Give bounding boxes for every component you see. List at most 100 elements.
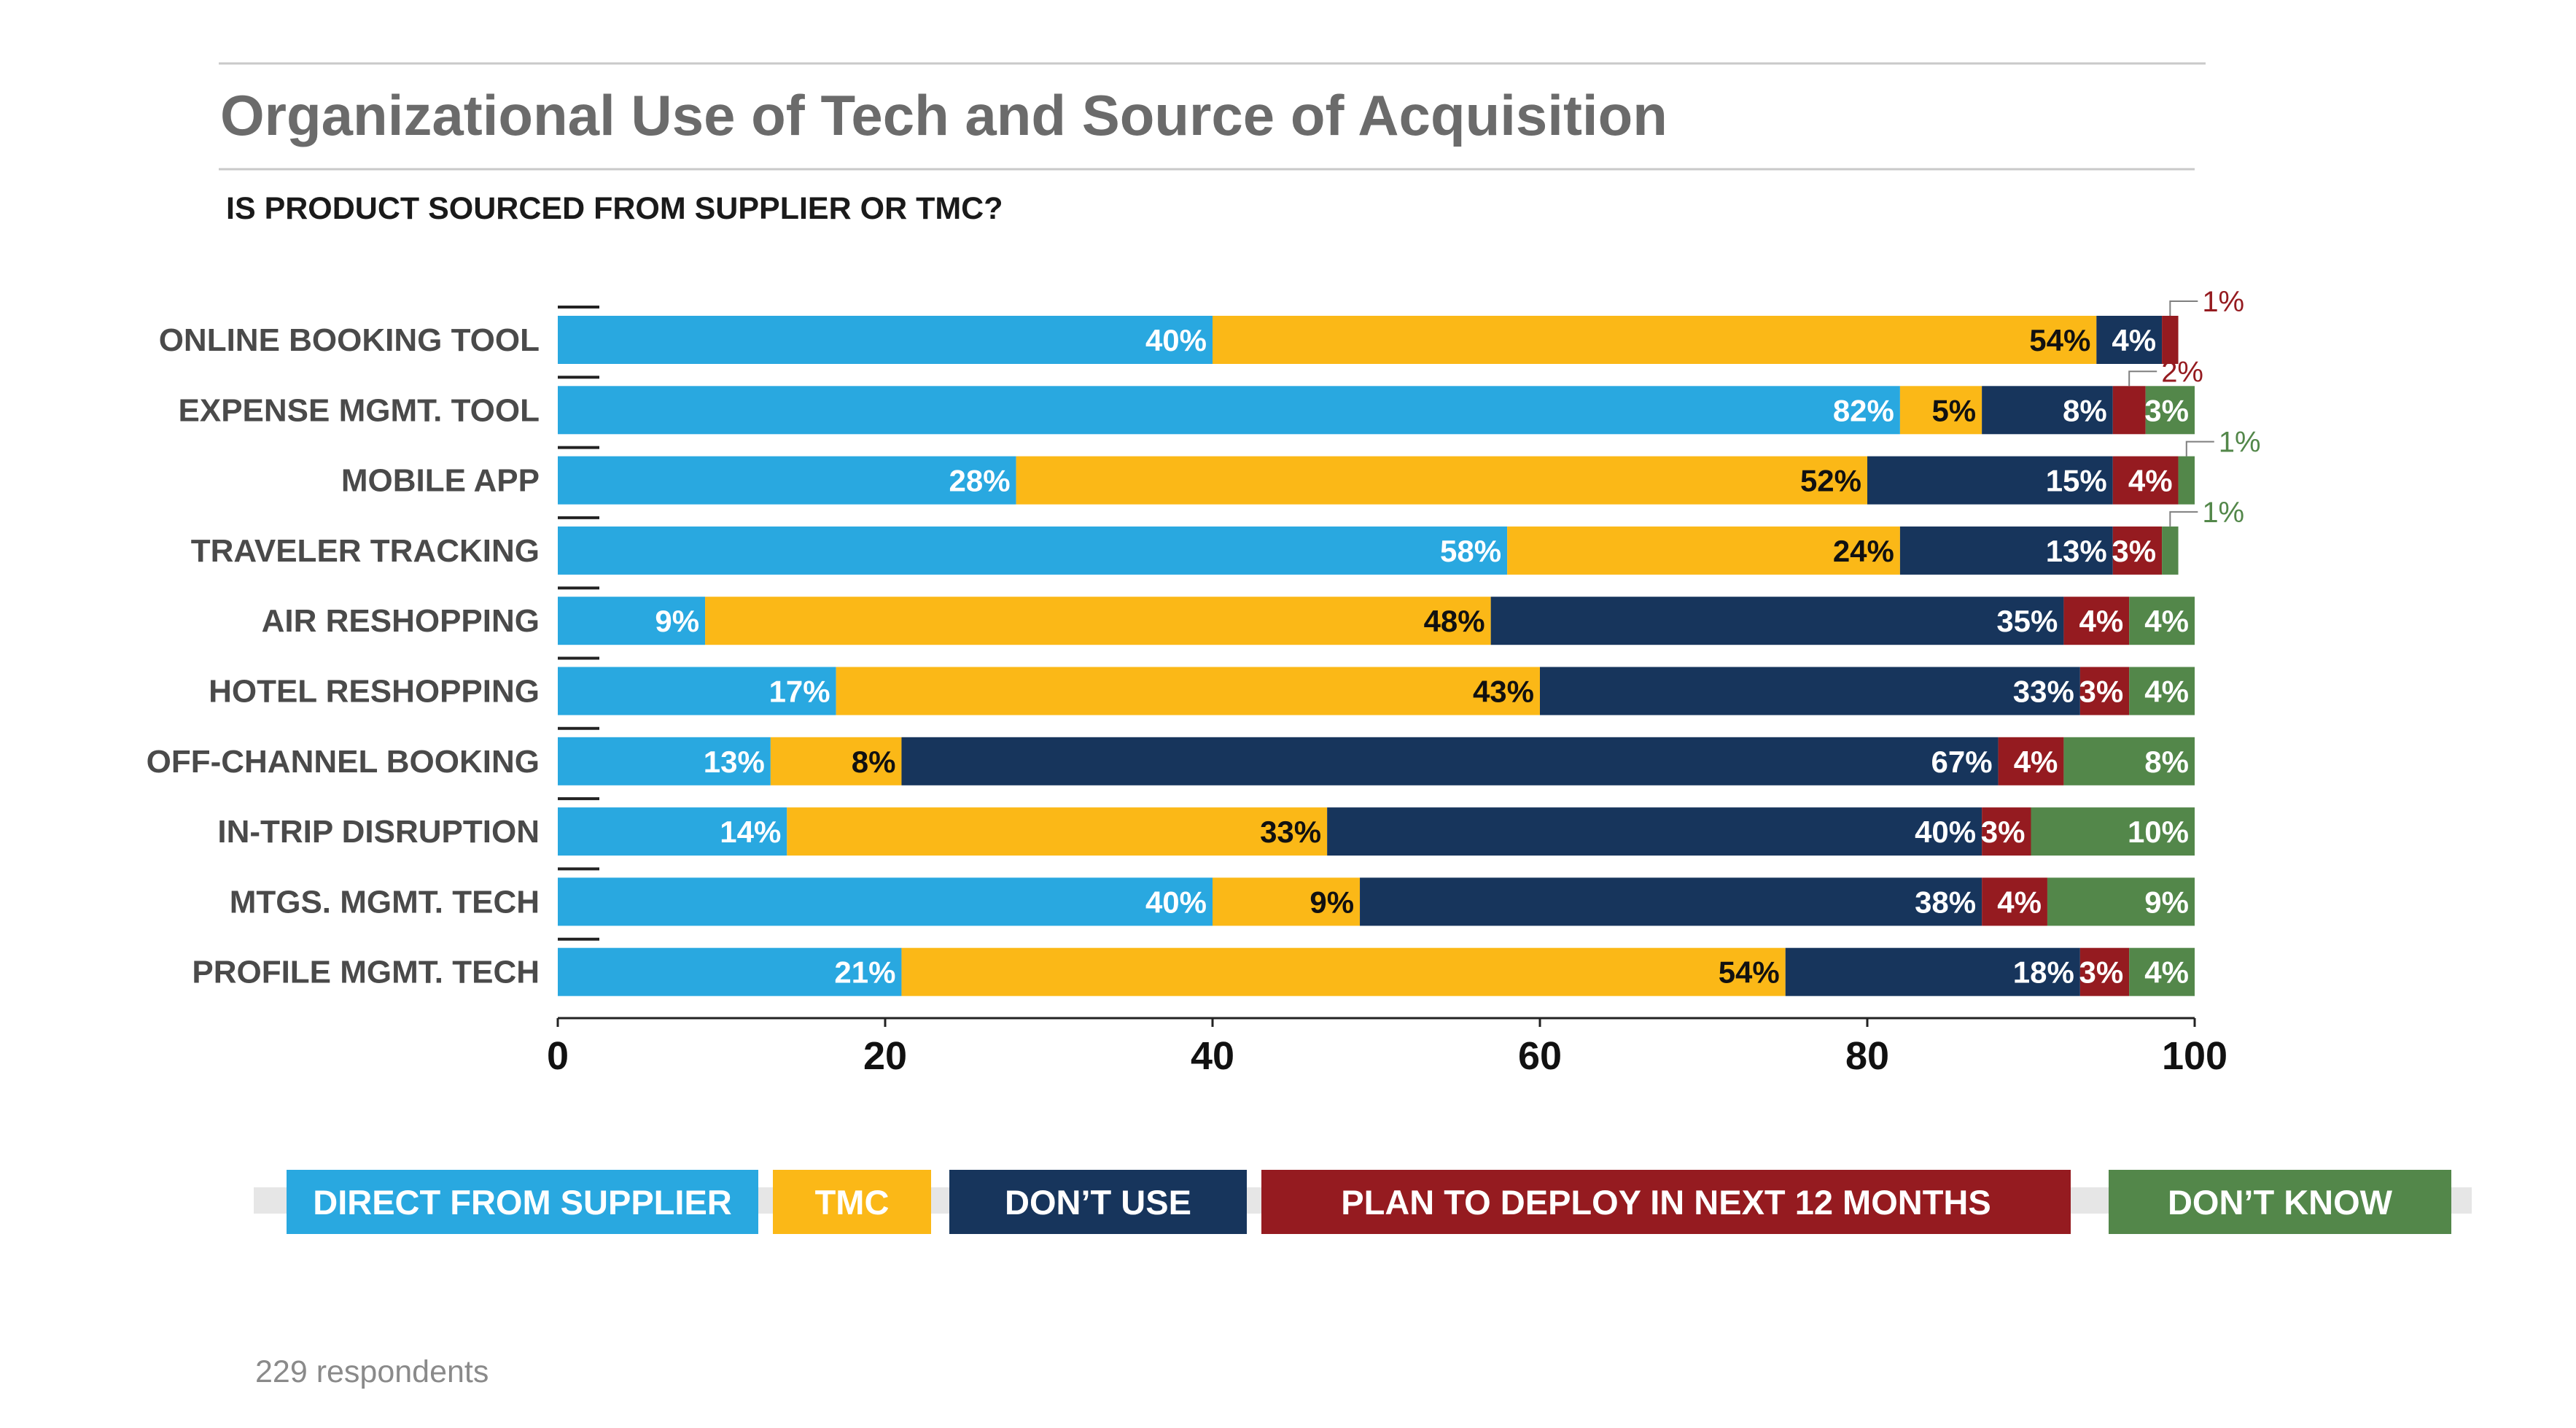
bar-tmc-air-reshopping <box>705 597 1491 645</box>
bar-plan-to-deploy-in-next-12-months-mtgs-mgmt-tech <box>1982 877 2047 926</box>
value-label-don-t-use: 40% <box>1915 815 1976 849</box>
bar-direct-from-supplier-air-reshopping <box>558 597 706 645</box>
x-tick-label: 100 <box>2162 1034 2227 1078</box>
bar-tmc-hotel-reshopping <box>836 667 1540 715</box>
legend-swatch-plan-to-deploy-in-next-12-months <box>1261 1170 2071 1234</box>
bar-don-t-know-hotel-reshopping <box>2129 667 2195 715</box>
value-label-plan-to-deploy-in-next-12-months: 3% <box>1981 815 2026 849</box>
bar-don-t-use-mobile-app <box>1867 456 2113 505</box>
bar-tmc-off-channel-booking <box>770 737 902 785</box>
value-label-don-t-use: 18% <box>2013 955 2074 990</box>
value-label-direct-from-supplier: 14% <box>720 815 781 849</box>
bar-direct-from-supplier-off-channel-booking <box>558 737 771 785</box>
value-label-tmc: 43% <box>1473 675 1534 709</box>
value-label-don-t-know: 10% <box>2128 815 2189 849</box>
callout-leader <box>2169 300 2198 316</box>
legend-label-don-t-know: DON’T KNOW <box>2168 1183 2393 1222</box>
value-label-don-t-use: 8% <box>2063 393 2107 427</box>
callout-label: 1% <box>2219 427 2261 459</box>
value-label-don-t-know: 3% <box>2144 393 2189 427</box>
bar-direct-from-supplier-in-trip-disruption <box>558 807 787 856</box>
value-label-don-t-know: 4% <box>2144 955 2189 990</box>
bar-don-t-use-in-trip-disruption <box>1327 807 1982 856</box>
bar-direct-from-supplier-traveler-tracking <box>558 526 1508 575</box>
bar-don-t-know-mobile-app <box>2178 456 2195 505</box>
respondents-note: 229 respondents <box>255 1354 489 1389</box>
value-label-plan-to-deploy-in-next-12-months: 4% <box>1997 885 2042 919</box>
chart-title: Organizational Use of Tech and Source of… <box>220 83 1668 147</box>
value-label-plan-to-deploy-in-next-12-months: 3% <box>2079 675 2123 709</box>
bar-plan-to-deploy-in-next-12-months-air-reshopping <box>2063 597 2130 645</box>
x-tick-label: 20 <box>863 1034 907 1078</box>
bar-don-t-use-profile-mgmt-tech <box>1785 947 2080 996</box>
category-label-air-reshopping: AIR RESHOPPING <box>262 603 540 639</box>
legend-swatch-don-t-know <box>2109 1170 2451 1234</box>
value-label-direct-from-supplier: 21% <box>834 955 895 990</box>
plot-area: ONLINE BOOKING TOOL EXPENSE MGMT. TOOL MOB… <box>147 286 2261 1078</box>
bar-don-t-know-air-reshopping <box>2129 597 2195 645</box>
value-label-don-t-use: 67% <box>1931 745 1993 779</box>
bar-plan-to-deploy-in-next-12-months-expense-mgmt-tool <box>2112 386 2146 435</box>
callout-leader <box>2128 370 2157 387</box>
category-label-in-trip-disruption: IN-TRIP DISRUPTION <box>217 814 540 850</box>
value-label-plan-to-deploy-in-next-12-months: 3% <box>2079 955 2123 990</box>
value-label-direct-from-supplier: 40% <box>1145 323 1207 357</box>
category-label-off-channel-booking: OFF-CHANNEL BOOKING <box>147 744 540 780</box>
value-label-plan-to-deploy-in-next-12-months: 3% <box>2112 534 2156 568</box>
bar-don-t-use-online-booking-tool <box>2096 316 2163 364</box>
chart-subtitle: IS PRODUCT SOURCED FROM SUPPLIER OR TMC? <box>226 191 1003 226</box>
value-label-don-t-use: 15% <box>2046 464 2107 498</box>
callout-leader <box>2185 441 2214 457</box>
bar-plan-to-deploy-in-next-12-months-profile-mgmt-tech <box>2079 947 2130 996</box>
bar-tmc-expense-mgmt-tool <box>1899 386 1982 435</box>
callout-label: 2% <box>2161 356 2203 388</box>
value-label-tmc: 52% <box>1800 464 1861 498</box>
x-tick-label: 40 <box>1191 1034 1234 1078</box>
legend-swatch-tmc <box>773 1170 931 1234</box>
bar-don-t-use-expense-mgmt-tool <box>1982 386 2113 435</box>
bar-tmc-traveler-tracking <box>1507 526 1900 575</box>
category-label-traveler-tracking: TRAVELER TRACKING <box>191 533 540 569</box>
legend-label-don-t-use: DON’T USE <box>1005 1183 1191 1222</box>
value-label-direct-from-supplier: 13% <box>704 745 765 779</box>
bar-don-t-use-off-channel-booking <box>901 737 1999 785</box>
value-label-tmc: 54% <box>1719 955 1780 990</box>
value-label-tmc: 48% <box>1424 604 1485 638</box>
value-label-direct-from-supplier: 17% <box>769 675 830 709</box>
bar-direct-from-supplier-hotel-reshopping <box>558 667 836 715</box>
bar-tmc-mtgs-mgmt-tech <box>1213 877 1361 926</box>
value-label-don-t-use: 33% <box>2013 675 2074 709</box>
callout-leader <box>2169 511 2198 527</box>
value-label-don-t-know: 4% <box>2144 604 2189 638</box>
legend: DIRECT FROM SUPPLIER TMC DON’T USE PLAN TO … <box>254 1170 2472 1234</box>
category-label-mobile-app: MOBILE APP <box>341 463 540 499</box>
bar-direct-from-supplier-expense-mgmt-tool <box>558 386 1900 435</box>
value-label-plan-to-deploy-in-next-12-months: 4% <box>2014 745 2058 779</box>
category-label-online-booking-tool: ONLINE BOOKING TOOL <box>159 322 540 358</box>
bar-plan-to-deploy-in-next-12-months-hotel-reshopping <box>2079 667 2130 715</box>
bar-tmc-in-trip-disruption <box>787 807 1328 856</box>
bar-don-t-use-traveler-tracking <box>1899 526 2113 575</box>
bar-direct-from-supplier-online-booking-tool <box>558 316 1213 364</box>
bar-direct-from-supplier-mobile-app <box>558 456 1016 505</box>
value-label-don-t-know: 8% <box>2144 745 2189 779</box>
legend-label-tmc: TMC <box>815 1183 890 1222</box>
bar-plan-to-deploy-in-next-12-months-traveler-tracking <box>2112 526 2163 575</box>
value-label-don-t-use: 38% <box>1915 885 1976 919</box>
value-label-plan-to-deploy-in-next-12-months: 4% <box>2079 604 2123 638</box>
x-tick-label: 60 <box>1518 1034 1562 1078</box>
value-label-tmc: 24% <box>1833 534 1894 568</box>
value-label-tmc: 8% <box>852 745 896 779</box>
bar-don-t-know-traveler-tracking <box>2162 526 2179 575</box>
bar-plan-to-deploy-in-next-12-months-mobile-app <box>2112 456 2179 505</box>
bar-tmc-mobile-app <box>1016 456 1867 505</box>
value-label-direct-from-supplier: 28% <box>949 464 1011 498</box>
bar-plan-to-deploy-in-next-12-months-in-trip-disruption <box>1982 807 2031 856</box>
bar-don-t-know-off-channel-booking <box>2063 737 2195 785</box>
bar-plan-to-deploy-in-next-12-months-off-channel-booking <box>1998 737 2064 785</box>
value-label-don-t-know: 4% <box>2144 675 2189 709</box>
value-label-tmc: 54% <box>2029 323 2090 357</box>
category-label-profile-mgmt-tech: PROFILE MGMT. TECH <box>192 955 540 990</box>
bar-don-t-know-in-trip-disruption <box>2031 807 2195 856</box>
value-label-don-t-use: 13% <box>2046 534 2107 568</box>
